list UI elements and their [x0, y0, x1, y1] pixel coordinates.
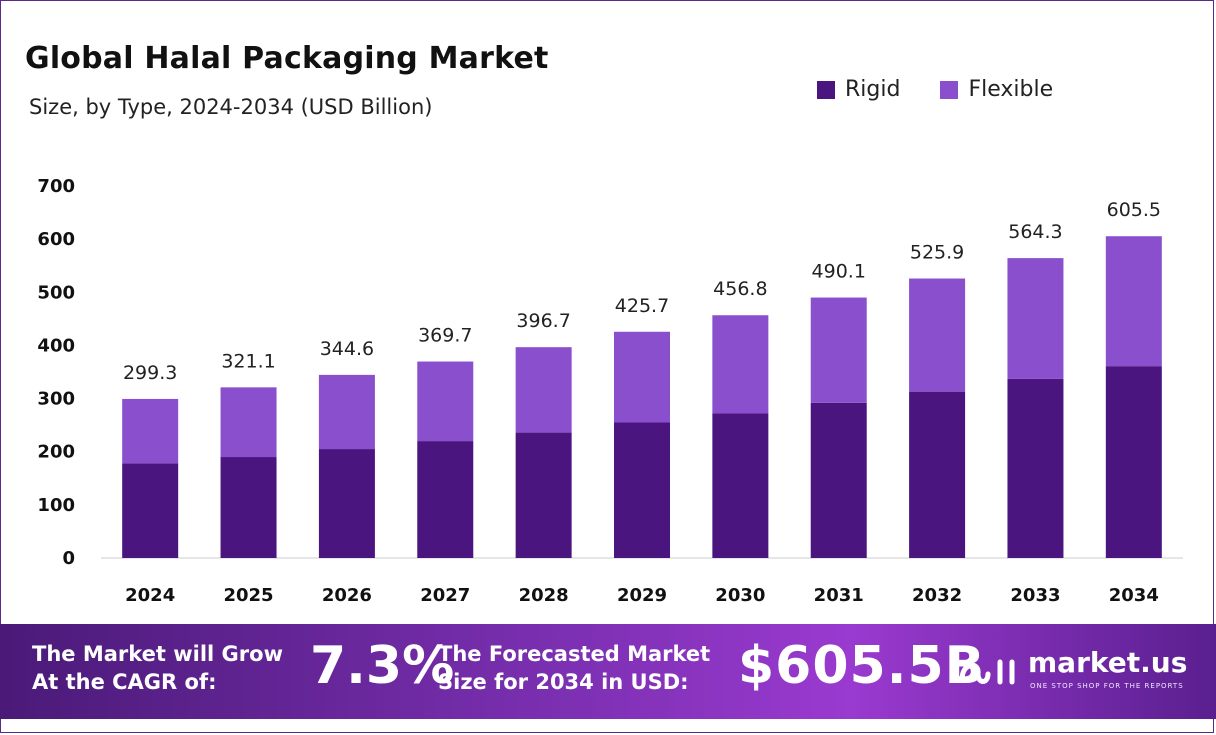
x-tick-label: 2034: [1109, 585, 1159, 606]
x-tick-label: 2031: [814, 585, 864, 606]
x-tick-label: 2028: [519, 585, 569, 606]
y-tick-label: 600: [37, 229, 75, 250]
y-tick-label: 300: [37, 389, 75, 410]
bar-flexible-2032: [909, 278, 966, 392]
bar-flexible-2030: [712, 315, 769, 414]
bar-rigid-2029: [614, 422, 670, 558]
bar-rigid-2034: [1105, 366, 1162, 558]
y-tick-label: 700: [37, 176, 75, 197]
cagr-label: The Market will Grow At the CAGR of:: [32, 642, 283, 694]
cagr-value: 7.3%: [310, 636, 455, 696]
data-label-total: 321.1: [221, 350, 275, 372]
summary-banner: The Market will Grow At the CAGR of: 7.3…: [0, 624, 1216, 719]
bar-rigid-2027: [417, 441, 474, 558]
market-us-logo-icon: [959, 659, 1015, 685]
stacked-bar-chart: 0 100 200 300 400 500 600 700 299.3 2024 321.1 2025…: [37, 176, 1183, 606]
data-label-total: 425.7: [615, 295, 669, 317]
data-label-total: 490.1: [812, 261, 866, 283]
data-label-total: 299.3: [123, 362, 177, 384]
x-tick-label: 2032: [912, 585, 962, 606]
data-label-total: 525.9: [910, 242, 964, 264]
legend-item-flexible: Flexible: [940, 77, 1053, 102]
bar-flexible-2027: [417, 361, 474, 442]
y-tick-label: 500: [37, 282, 75, 303]
y-tick-label: 0: [62, 548, 75, 569]
x-tick-label: 2026: [322, 585, 372, 606]
x-tick-label: 2025: [223, 585, 273, 606]
bar-rigid-2030: [712, 413, 769, 558]
x-tick-label: 2024: [125, 585, 175, 606]
bar-flexible-2024: [122, 398, 179, 464]
x-tick-label: 2029: [617, 585, 667, 606]
bar-rigid-2033: [1007, 378, 1064, 558]
data-label-total: 396.7: [516, 310, 570, 332]
legend-swatch-flexible: [940, 80, 959, 99]
chart-title: Global Halal Packaging Market: [25, 41, 549, 76]
legend-swatch-rigid: [817, 80, 835, 99]
bar-flexible-2025: [220, 387, 277, 458]
x-tick-label: 2027: [420, 585, 470, 606]
bar-rigid-2026: [318, 449, 375, 558]
bar-flexible-2029: [614, 331, 670, 423]
chart-subtitle: Size, by Type, 2024-2034 (USD Billion): [29, 95, 433, 119]
data-label-total: 456.8: [713, 278, 767, 300]
legend-item-rigid: Rigid: [817, 77, 900, 102]
data-label-total: 344.6: [320, 338, 374, 360]
legend-label-rigid: Rigid: [845, 77, 901, 102]
bar-rigid-2032: [909, 391, 966, 558]
legend-label-flexible: Flexible: [968, 77, 1054, 102]
brand-tagline: ONE STOP SHOP FOR THE REPORTS: [1030, 682, 1184, 690]
forecast-value: $605.5B: [738, 636, 986, 696]
data-label-total: 605.5: [1107, 199, 1161, 221]
bar-flexible-2031: [810, 297, 867, 403]
y-tick-label: 100: [37, 495, 75, 516]
forecast-label: The Forecasted Market Size for 2034 in U…: [438, 642, 711, 694]
x-tick-label: 2030: [715, 585, 765, 606]
bar-rigid-2028: [515, 432, 572, 558]
bar-rigid-2024: [122, 463, 179, 558]
chart-legend: Rigid Flexible: [817, 77, 1053, 102]
bar-flexible-2033: [1007, 258, 1064, 379]
data-label-total: 564.3: [1008, 221, 1062, 243]
data-label-total: 369.7: [418, 325, 472, 347]
bar-rigid-2025: [220, 457, 277, 558]
x-tick-label: 2033: [1010, 585, 1060, 606]
y-tick-label: 400: [37, 335, 75, 356]
y-tick-label: 200: [37, 442, 75, 463]
bar-flexible-2028: [515, 347, 572, 433]
brand-name: market.us: [1028, 646, 1188, 679]
bar-flexible-2026: [318, 374, 375, 450]
bar-flexible-2034: [1105, 236, 1162, 367]
bar-rigid-2031: [810, 402, 867, 558]
